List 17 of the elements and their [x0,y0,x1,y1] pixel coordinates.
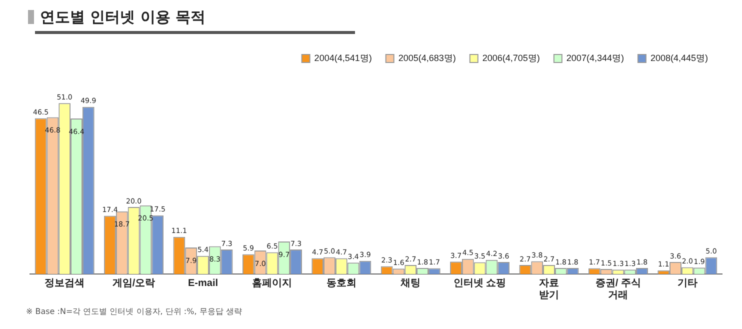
x-tick-label: 인터넷 쇼핑 [453,278,506,289]
legend-label: 2004(4,541명) [314,52,372,63]
legend-label: 2006(4,705명) [482,52,540,63]
x-tick-label: 채팅 [400,278,421,289]
chart-title: 연도별 인터넷 이용 목적 [40,8,206,27]
x-tick-label: 게임/오락 [112,278,156,289]
x-tick-label: 동호회 [326,278,356,289]
x-tick-label: 기타 [677,278,698,289]
x-tick-label: E-mail [188,278,218,289]
legend-label: 2008(4,445명) [650,52,708,63]
legend-label: 2005(4,683명) [398,52,456,63]
x-tick-label: 자료 받기 [539,278,559,301]
x-tick-label: 정보검색 [44,278,85,289]
x-tick-label: 홈페이지 [252,278,292,289]
text: ※ Base :N=각 연도별 인터넷 이용자, 단위 :%, 무응답 생략 [26,306,242,317]
x-tick-label: 증권/ 주식 거래 [595,278,641,301]
legend-label: 2007(4,344명) [566,52,624,63]
